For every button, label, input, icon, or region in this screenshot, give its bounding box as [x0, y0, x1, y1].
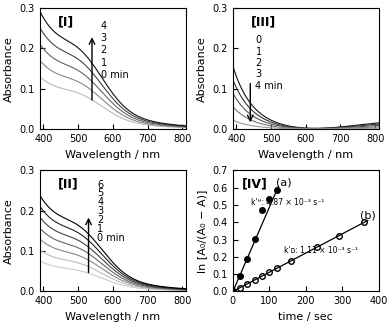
Text: 3: 3 — [101, 33, 107, 43]
Text: 2: 2 — [101, 46, 107, 55]
Text: (b): (b) — [360, 211, 376, 221]
Text: 4 min: 4 min — [256, 81, 283, 91]
Text: [I]: [I] — [58, 15, 74, 28]
X-axis label: Wavelength / nm: Wavelength / nm — [258, 150, 353, 159]
Text: 5: 5 — [97, 188, 103, 199]
Text: k'ᴅ: 1.11 × 10⁻³ s⁻¹: k'ᴅ: 1.11 × 10⁻³ s⁻¹ — [284, 246, 358, 255]
Text: (a): (a) — [276, 177, 292, 187]
Text: 1: 1 — [101, 58, 107, 67]
Text: 2: 2 — [97, 215, 103, 225]
X-axis label: Wavelength / nm: Wavelength / nm — [65, 150, 160, 159]
Y-axis label: Absorbance: Absorbance — [4, 198, 14, 264]
Text: k'ᴴ: 4.87 × 10⁻³ s⁻¹: k'ᴴ: 4.87 × 10⁻³ s⁻¹ — [251, 198, 325, 207]
Y-axis label: ln [A₀/(A₀ − A)]: ln [A₀/(A₀ − A)] — [197, 189, 207, 273]
Text: 3: 3 — [256, 69, 261, 79]
Text: 2: 2 — [256, 58, 262, 68]
Y-axis label: Absorbance: Absorbance — [4, 36, 14, 101]
Text: [II]: [II] — [58, 178, 78, 191]
Text: 4: 4 — [101, 21, 107, 31]
X-axis label: Wavelength / nm: Wavelength / nm — [65, 312, 160, 322]
Text: 0: 0 — [256, 36, 261, 45]
Y-axis label: Absorbance: Absorbance — [197, 36, 207, 101]
Text: [III]: [III] — [250, 15, 276, 28]
Text: 6: 6 — [97, 180, 103, 190]
Text: 1: 1 — [256, 47, 261, 57]
Text: 0 min: 0 min — [101, 70, 129, 80]
Text: 4: 4 — [97, 197, 103, 207]
Text: [IV]: [IV] — [242, 178, 268, 191]
Text: 3: 3 — [97, 206, 103, 216]
X-axis label: time / sec: time / sec — [278, 312, 333, 322]
Text: 0 min: 0 min — [97, 233, 125, 243]
Text: 1: 1 — [97, 224, 103, 234]
